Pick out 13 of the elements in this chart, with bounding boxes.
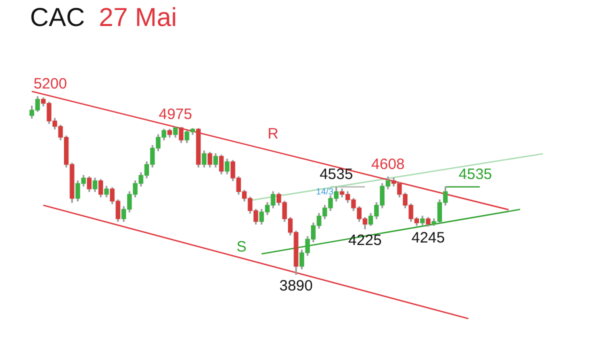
annotation: 4535 bbox=[458, 166, 492, 183]
annotation: 4225 bbox=[348, 232, 382, 249]
annotation: 4975 bbox=[158, 106, 192, 124]
annotation: 3890 bbox=[279, 277, 313, 294]
chart-subtitle: 27 Mai bbox=[98, 2, 177, 32]
annotation: 5200 bbox=[34, 76, 67, 93]
chart-title: CAC bbox=[30, 2, 85, 32]
annotation: R bbox=[268, 126, 279, 143]
annotation: 4245 bbox=[411, 229, 445, 246]
annotation: 4535 bbox=[320, 166, 353, 183]
annotation: 4608 bbox=[371, 156, 405, 173]
annotation: S bbox=[236, 238, 246, 256]
annotation: 14/3 bbox=[316, 186, 334, 196]
